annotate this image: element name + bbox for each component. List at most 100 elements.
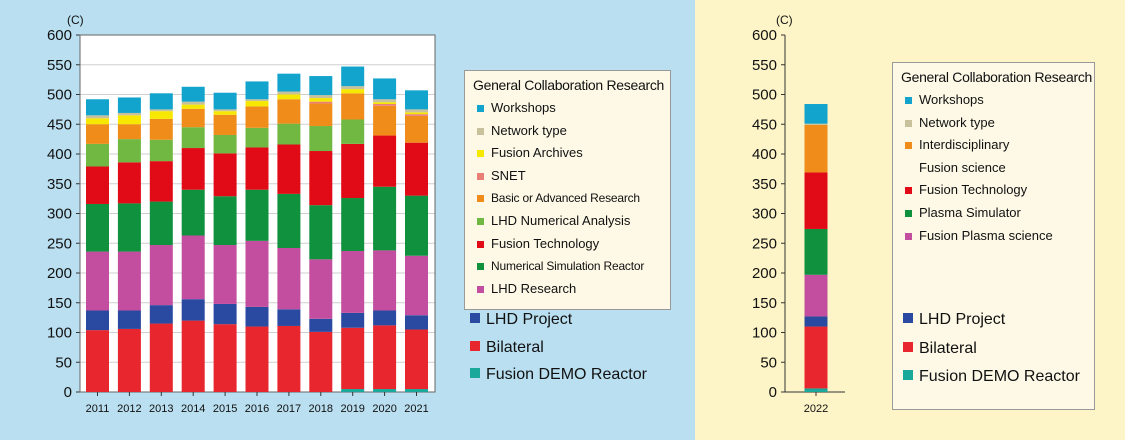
left-bar-2015-network-type [213,109,237,112]
left-bar-2018-fusion-technology [309,151,333,206]
left-bar-2018-numerical-simulation-reactor [309,205,333,260]
left-bar-2014-lhd-project [181,299,205,321]
legend-swatch [905,97,912,104]
legend-swatch [903,370,913,380]
legend-swatch [477,240,484,248]
left-bar-2012-lhd-research [117,251,141,311]
left-bar-2013-fusion-archives [149,111,173,119]
left-bar-2016-fusion-archives [245,101,269,107]
right-bar-2022-fusion-technology [804,172,828,229]
left-bar-2013-basic-or-advanced-research [149,118,173,140]
left-bar-2019-fusion-technology [341,143,365,199]
left-bar-2016-workshops [245,81,269,100]
left-bar-2019-basic-or-advanced-research [341,93,365,120]
left-bar-2017-lhd-project [277,309,301,326]
left-bar-2011-network-type [86,115,109,119]
left-bar-2017-fusion-archives [277,94,301,100]
legend-label: SNET [491,167,526,183]
legend-swatch [477,105,484,112]
legend-swatch [470,341,480,351]
legend-swatch [905,232,912,240]
left-bar-2021-lhd-project [405,315,428,330]
left-ytick-label: 200 [47,265,72,282]
left-bar-2017-network-type [277,91,301,95]
legend-label: Workshops [919,92,984,107]
left-bar-2011-lhd-project [86,310,109,331]
legend-left-items: Workshops Network type Fusion Archives SNET… [465,97,670,300]
legend-swatch [903,342,913,352]
legend-item-fusion-technology: Fusion Technology [893,179,1094,202]
left-bar-2016-network-type [245,99,269,102]
legend-swatch [477,217,484,225]
legend-outer-fusion-demo-reactor: Fusion DEMO Reactor [903,368,1080,386]
legend-swatch [470,313,480,323]
left-bar-2018-snet [309,101,333,104]
left-bar-2014-workshops [181,86,205,102]
left-bar-2017-bilateral [277,325,301,392]
left-bar-2021-network-type [405,109,428,113]
left-ytick-label: 400 [47,146,72,163]
left-bar-2012-workshops [117,97,141,113]
left-bar-2015-lhd-project [213,303,237,325]
right-bar-2022-bilateral [804,326,828,389]
left-bar-2021-snet [405,114,428,116]
left-bar-2017-numerical-simulation-reactor [277,193,301,249]
legend-right-items: Workshops Network type Interdisciplinary Fu… [893,89,1094,247]
left-bar-2013-numerical-simulation-reactor [149,201,173,246]
legend-label: Fusion Archives [491,145,583,161]
legend-swatch [477,172,484,180]
legend-item-fusion-plasma-science: Fusion Plasma science [893,225,1094,248]
legend-right-title: General Collaboration Research [901,69,1092,85]
left-ytick-label: 300 [47,206,72,223]
left-bar-2011-lhd-numerical-analysis [86,143,109,167]
right-bar-2022-network-type [804,123,828,125]
left-bar-2017-lhd-numerical-analysis [277,123,301,145]
left-bar-2020-fusion-technology [373,135,397,187]
left-bar-2014-fusion-archives [181,104,205,109]
left-ytick-label: 450 [47,116,72,133]
left-xtick-label: 2019 [340,403,364,415]
left-bar-2015-bilateral [213,324,237,392]
left-bar-2015-lhd-numerical-analysis [213,134,237,154]
left-bar-2020-lhd-project [373,310,397,326]
left-bar-2020-numerical-simulation-reactor [373,186,397,251]
legend-outer-fusion-demo-reactor: Fusion DEMO Reactor [470,366,647,384]
left-bar-2021-fusion-technology [405,142,428,196]
legend-swatch [905,187,912,195]
left-bar-2018-network-type [309,95,333,99]
legend-label: LHD Numerical Analysis [491,212,631,228]
right-ytick-label: 200 [752,265,777,282]
left-bar-2019-workshops [341,66,365,87]
left-bar-2014-lhd-numerical-analysis [181,127,205,149]
left-bar-2011-workshops [86,99,109,116]
left-bar-2011-bilateral [86,330,109,392]
left-bar-2014-basic-or-advanced-research [181,108,205,128]
left-ytick-label: 150 [47,295,72,312]
left-ytick-label: 100 [47,325,72,342]
legend-label: Fusion DEMO Reactor [486,366,647,383]
left-bar-2019-lhd-numerical-analysis [341,119,365,144]
left-xtick-label: 2016 [245,403,269,415]
legend-swatch [477,263,484,271]
legend-item-workshops: Workshops [465,97,670,120]
legend-label: Network type [491,122,567,138]
legend-label: Bilateral [919,340,977,357]
left-bar-2016-numerical-simulation-reactor [245,189,269,241]
right-unit-label: (C) [776,13,793,27]
right-bar-2022-lhd-project [804,316,828,327]
legend-item-snet: SNET [465,165,670,188]
left-bar-2011-lhd-research [86,251,109,311]
legend-label: Plasma Simulator [919,204,1021,220]
left-bar-2012-fusion-archives [117,115,141,125]
left-xtick-label: 2011 [86,403,110,415]
left-bar-2021-basic-or-advanced-research [405,115,428,143]
legend-swatch [470,368,480,378]
legend-swatch [903,313,913,323]
left-bar-2016-bilateral [245,326,269,392]
left-bar-2014-fusion-technology [181,148,205,190]
legend-label: Numerical Simulation Reactor [491,259,645,274]
left-bar-2018-basic-or-advanced-research [309,103,333,127]
left-bar-2019-lhd-project [341,312,365,328]
left-bar-2020-basic-or-advanced-research [373,105,397,136]
